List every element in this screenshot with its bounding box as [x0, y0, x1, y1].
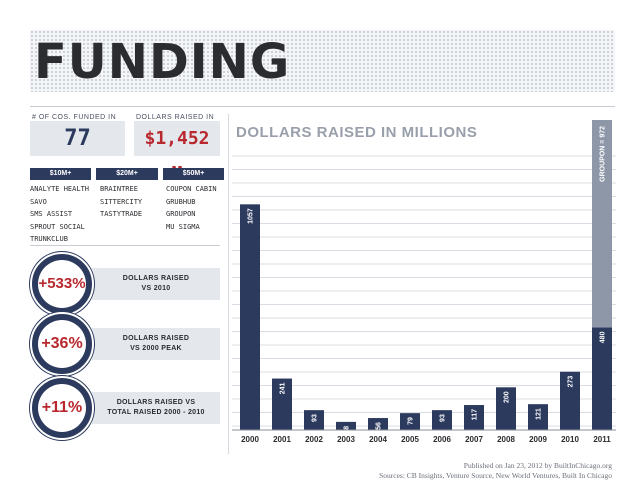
- badge-caption-line: VS 2010: [141, 285, 171, 292]
- company-name: SPROUT SOCIAL: [30, 222, 85, 231]
- company-name: BRAINTREE: [100, 185, 138, 193]
- tier-20m-list: BRAINTREE SITTERCITY TASTYTRADE: [100, 183, 162, 221]
- x-tick-2003: 2003: [337, 435, 355, 444]
- dollars-raised-value: $1,452 M: [134, 121, 220, 184]
- companies-funded-value: 77: [30, 121, 125, 156]
- tier-20m-header: $20M+: [96, 168, 158, 180]
- data-label-2007: 117: [472, 409, 479, 420]
- company-name: GRUBHUB: [166, 197, 196, 206]
- company-name: TASTYTRADE: [100, 210, 143, 218]
- tier-50m-header: $50M+: [163, 168, 224, 180]
- bar-2006: [432, 410, 452, 430]
- company-name: COUPON CABIN: [166, 185, 217, 193]
- x-tick-2005: 2005: [401, 435, 419, 444]
- company-name: TRUNKCLUB: [30, 235, 68, 243]
- x-tick-2007: 2007: [465, 435, 483, 444]
- published-note: Published on Jan 23, 2012 by BuiltInChic…: [463, 461, 612, 470]
- company-name: SITTERCITY: [100, 197, 143, 206]
- badge-vs-total: DOLLARS RAISED VS TOTAL RAISED 2000 - 20…: [30, 376, 220, 440]
- badge-caption: DOLLARS RAISED VS 2010: [92, 274, 220, 294]
- x-tick-2002: 2002: [305, 435, 323, 444]
- bar-2007: [464, 405, 484, 430]
- data-label-2005: 79: [408, 417, 415, 425]
- badge-percent: +36%: [38, 320, 86, 368]
- bar-2004: [368, 418, 388, 430]
- company-name: SAVO: [30, 197, 47, 206]
- badge-percent: +533%: [38, 260, 86, 308]
- badge-circle: +11%: [30, 376, 94, 440]
- badge-caption-line: TOTAL RAISED 2000 - 2010: [107, 409, 205, 416]
- tier-10m-list: ANALYTE HEALTH SAVO SMS ASSIST SPROUT SO…: [30, 183, 96, 246]
- badge-caption-box: DOLLARS RAISED VS 2010: [92, 268, 220, 300]
- badge-percent: +11%: [38, 384, 86, 432]
- x-tick-2011: 2011: [593, 435, 611, 444]
- bar-2002: [304, 410, 324, 430]
- left-divider: [30, 245, 220, 246]
- data-label-2001: 241: [280, 382, 287, 394]
- badge-circle: +533%: [30, 252, 94, 316]
- tier-50m-list: COUPON CABIN GRUBHUB GROUPON MU SIGMA: [166, 183, 226, 233]
- company-name: ANALYTE HEALTH: [30, 185, 90, 193]
- bar-2011-groupon: [592, 120, 612, 328]
- data-label-2002: 93: [312, 414, 319, 422]
- company-name: GROUPON: [166, 210, 196, 218]
- badge-caption-line: DOLLARS RAISED VS: [116, 399, 196, 406]
- data-label-2009: 121: [536, 408, 543, 420]
- x-tick-2010: 2010: [561, 435, 579, 444]
- data-label-2008: 200: [504, 391, 511, 403]
- top-divider: [30, 106, 615, 107]
- badge-caption-box: DOLLARS RAISED VS TOTAL RAISED 2000 - 20…: [92, 392, 220, 424]
- badge-circle: +36%: [30, 312, 94, 376]
- badge-vs-2000-peak: DOLLARS RAISED VS 2000 PEAK +36%: [30, 312, 220, 376]
- badge-caption-line: DOLLARS RAISED: [122, 275, 190, 282]
- x-tick-2000: 2000: [241, 435, 259, 444]
- title-banner: [30, 30, 615, 92]
- company-name: MU SIGMA: [166, 222, 200, 231]
- groupon-label: GROUPON = 972: [600, 126, 607, 182]
- page-title: FUNDING: [34, 34, 291, 90]
- badge-caption-line: DOLLARS RAISED: [122, 335, 190, 342]
- tier-10m-header: $10M+: [30, 168, 91, 180]
- funding-bar-chart: 1057200024120019320023820035620047920059…: [232, 120, 616, 444]
- column-divider: [228, 114, 229, 454]
- bar-2009: [528, 404, 548, 430]
- company-name: SMS ASSIST: [30, 210, 73, 218]
- x-tick-2009: 2009: [529, 435, 547, 444]
- badge-vs-2010: DOLLARS RAISED VS 2010 +533%: [30, 252, 220, 316]
- data-label-2006: 93: [440, 414, 447, 422]
- data-label-2004: 56: [376, 422, 383, 430]
- data-label-2011: 480: [600, 331, 607, 343]
- bar-2005: [400, 413, 420, 430]
- bar-2003: [336, 421, 356, 430]
- badge-caption-line: VS 2000 PEAK: [130, 345, 182, 352]
- x-tick-2001: 2001: [273, 435, 291, 444]
- badge-caption: DOLLARS RAISED VS 2000 PEAK: [92, 334, 220, 354]
- data-label-2010: 273: [568, 376, 575, 388]
- bar-2001: [272, 378, 292, 430]
- bar-2000: [240, 204, 260, 430]
- bar-2008: [496, 387, 516, 430]
- sources-note: Sources: CB Insights, Venture Source, Ne…: [379, 471, 612, 480]
- bar-2010: [560, 371, 580, 430]
- x-tick-2004: 2004: [369, 435, 387, 444]
- data-label-2000: 1057: [248, 208, 255, 224]
- chart-title: DOLLARS RAISED IN MILLIONS: [236, 124, 478, 141]
- badge-caption: DOLLARS RAISED VS TOTAL RAISED 2000 - 20…: [92, 398, 220, 418]
- x-tick-2008: 2008: [497, 435, 515, 444]
- bar-2011: [592, 327, 612, 430]
- badge-caption-box: DOLLARS RAISED VS 2000 PEAK: [92, 328, 220, 360]
- x-tick-2006: 2006: [433, 435, 451, 444]
